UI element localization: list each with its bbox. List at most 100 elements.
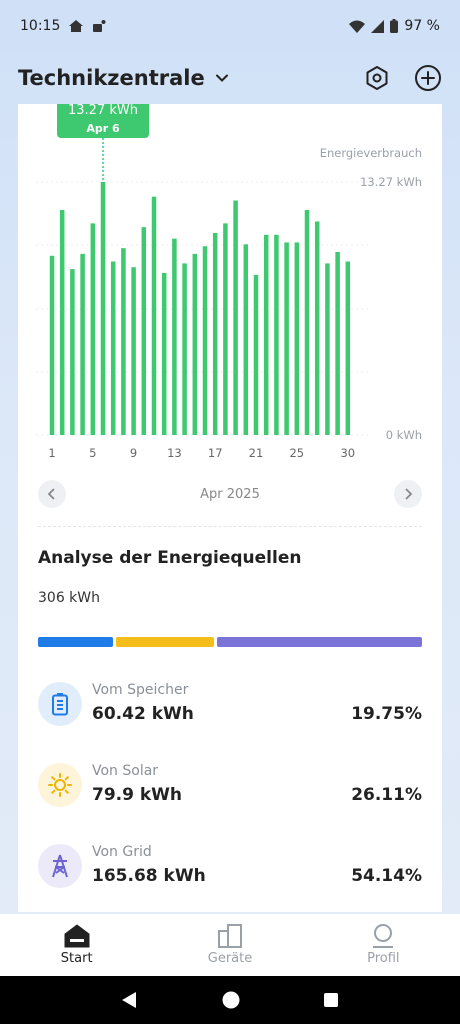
- battery-status-icon: [390, 19, 399, 33]
- section-divider: [38, 526, 422, 527]
- settings-icon[interactable]: [364, 65, 390, 91]
- analysis-total: 306 kWh: [38, 590, 100, 606]
- x-tick-label: 30: [340, 446, 355, 460]
- battery-level: 97 %: [404, 18, 440, 34]
- bar-day-28: [325, 263, 330, 435]
- chevron-right-icon: [405, 488, 413, 500]
- bar-day-24: [284, 242, 289, 435]
- signal-icon: [371, 19, 385, 33]
- x-tick-label: 1: [48, 446, 55, 460]
- bar-day-16: [202, 246, 208, 435]
- bar-day-4: [80, 253, 85, 435]
- source-value: 60.42 kWh: [92, 704, 194, 724]
- nav-devices[interactable]: Geräte: [153, 914, 306, 976]
- notification-icon: [93, 20, 106, 32]
- bar-day-6: [100, 182, 106, 435]
- source-segment-0: [38, 637, 113, 647]
- bar-day-23: [274, 234, 279, 435]
- bottom-navigation: Start Geräte Profil: [0, 914, 460, 976]
- source-segment-2: [217, 637, 422, 647]
- bar-day-14: [182, 263, 187, 435]
- bar-day-5: [90, 223, 96, 435]
- source-value: 165.68 kWh: [92, 866, 206, 886]
- x-tick-label: 9: [130, 446, 137, 460]
- devices-icon: [217, 924, 242, 948]
- nav-label: Geräte: [207, 951, 253, 966]
- source-value: 79.9 kWh: [92, 785, 183, 805]
- y-tick-label: 0 kWh: [386, 428, 422, 442]
- source-segment-1: [115, 637, 215, 647]
- bar-day-8: [121, 248, 126, 435]
- x-tick-label: 13: [167, 446, 182, 460]
- prev-month-button[interactable]: [38, 480, 66, 508]
- source-name: Vom Speicher: [92, 682, 189, 698]
- source-row-storage[interactable]: Vom Speicher 60.42 kWh 19.75%: [38, 680, 422, 730]
- grid-tower-icon: [38, 844, 82, 888]
- bar-day-11: [151, 196, 157, 435]
- back-icon[interactable]: [121, 991, 139, 1009]
- bar-day-17: [212, 232, 218, 435]
- bar-day-15: [192, 253, 198, 435]
- source-row-grid[interactable]: Von Grid 165.68 kWh 54.14%: [38, 842, 422, 892]
- chevron-down-icon[interactable]: [215, 71, 229, 85]
- series-label: Energieverbrauch: [320, 146, 422, 160]
- month-label: Apr 2025: [200, 486, 260, 502]
- add-icon[interactable]: [414, 64, 442, 92]
- source-name: Von Solar: [92, 763, 159, 779]
- home-icon: [64, 924, 90, 948]
- bar-day-18: [223, 223, 228, 435]
- energy-bar-chart[interactable]: Energieverbrauch 13.27 kWh 0 kWh 1 5 9 13 17 21 2…: [18, 104, 442, 474]
- x-tick-label: 5: [89, 446, 96, 460]
- x-tick-label: 25: [289, 446, 304, 460]
- source-percent: 54.14%: [351, 866, 422, 886]
- bar-day-12: [161, 272, 167, 435]
- chevron-left-icon: [47, 488, 55, 500]
- source-row-solar[interactable]: Von Solar 79.9 kWh 26.11%: [38, 761, 422, 811]
- home-button-icon[interactable]: [222, 991, 240, 1009]
- nav-profile[interactable]: Profil: [307, 914, 460, 976]
- location-title[interactable]: Technikzentrale: [18, 66, 205, 90]
- bar-day-10: [141, 227, 147, 435]
- status-bar: 10:15 97 %: [0, 0, 460, 52]
- bar-day-26: [304, 210, 310, 435]
- month-navigator: Apr 2025: [38, 480, 422, 508]
- sun-icon: [38, 763, 82, 807]
- source-name: Von Grid: [92, 844, 152, 860]
- energy-source-bar: [38, 637, 422, 647]
- bar-day-20: [243, 244, 249, 435]
- system-navigation-bar: [0, 976, 460, 1024]
- bar-day-1: [49, 255, 55, 435]
- bar-day-3: [70, 269, 75, 435]
- x-tick-label: 21: [249, 446, 264, 460]
- bar-day-27: [314, 221, 320, 435]
- nav-label: Start: [60, 951, 93, 966]
- bar-day-9: [131, 267, 136, 435]
- bar-day-30: [345, 261, 351, 435]
- bar-day-19: [233, 200, 238, 435]
- y-tick-label: 13.27 kWh: [360, 175, 422, 189]
- energy-card: Energieverbrauch 13.27 kWh 0 kWh 1 5 9 13 17 21 2…: [18, 104, 442, 912]
- profile-icon: [373, 924, 394, 948]
- recents-icon[interactable]: [323, 992, 339, 1008]
- bar-day-25: [294, 242, 300, 435]
- bar-day-29: [335, 251, 340, 435]
- nav-label: Profil: [367, 951, 400, 966]
- nav-start[interactable]: Start: [0, 914, 153, 976]
- app-header: Technikzentrale: [0, 52, 460, 104]
- source-percent: 26.11%: [351, 785, 422, 805]
- bar-day-2: [59, 210, 65, 435]
- tooltip-box: [57, 104, 149, 138]
- next-month-button[interactable]: [394, 480, 422, 508]
- home-status-icon: [69, 20, 84, 32]
- tooltip-value: 13.27 kWh: [68, 104, 138, 118]
- tooltip-date: Apr 6: [86, 122, 120, 135]
- x-tick-label: 17: [208, 446, 223, 460]
- bar-day-13: [172, 238, 177, 435]
- bar-day-22: [263, 234, 269, 435]
- bar-day-21: [253, 274, 259, 435]
- status-time: 10:15: [20, 18, 61, 34]
- bar-day-7: [110, 261, 116, 435]
- battery-icon: [38, 682, 82, 726]
- source-percent: 19.75%: [351, 704, 422, 724]
- wifi-icon: [349, 20, 366, 33]
